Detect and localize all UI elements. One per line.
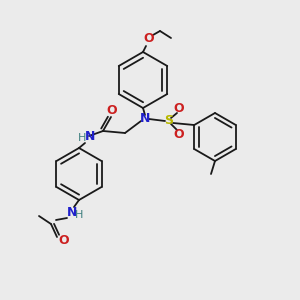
Text: O: O	[59, 235, 69, 248]
Text: O: O	[174, 101, 184, 115]
Text: N: N	[140, 112, 150, 125]
Text: S: S	[164, 115, 173, 128]
Text: O: O	[107, 104, 117, 118]
Text: H: H	[75, 210, 83, 220]
Text: N: N	[67, 206, 77, 220]
Text: H: H	[78, 133, 86, 143]
Text: O: O	[174, 128, 184, 142]
Text: O: O	[144, 32, 154, 46]
Text: N: N	[85, 130, 95, 143]
